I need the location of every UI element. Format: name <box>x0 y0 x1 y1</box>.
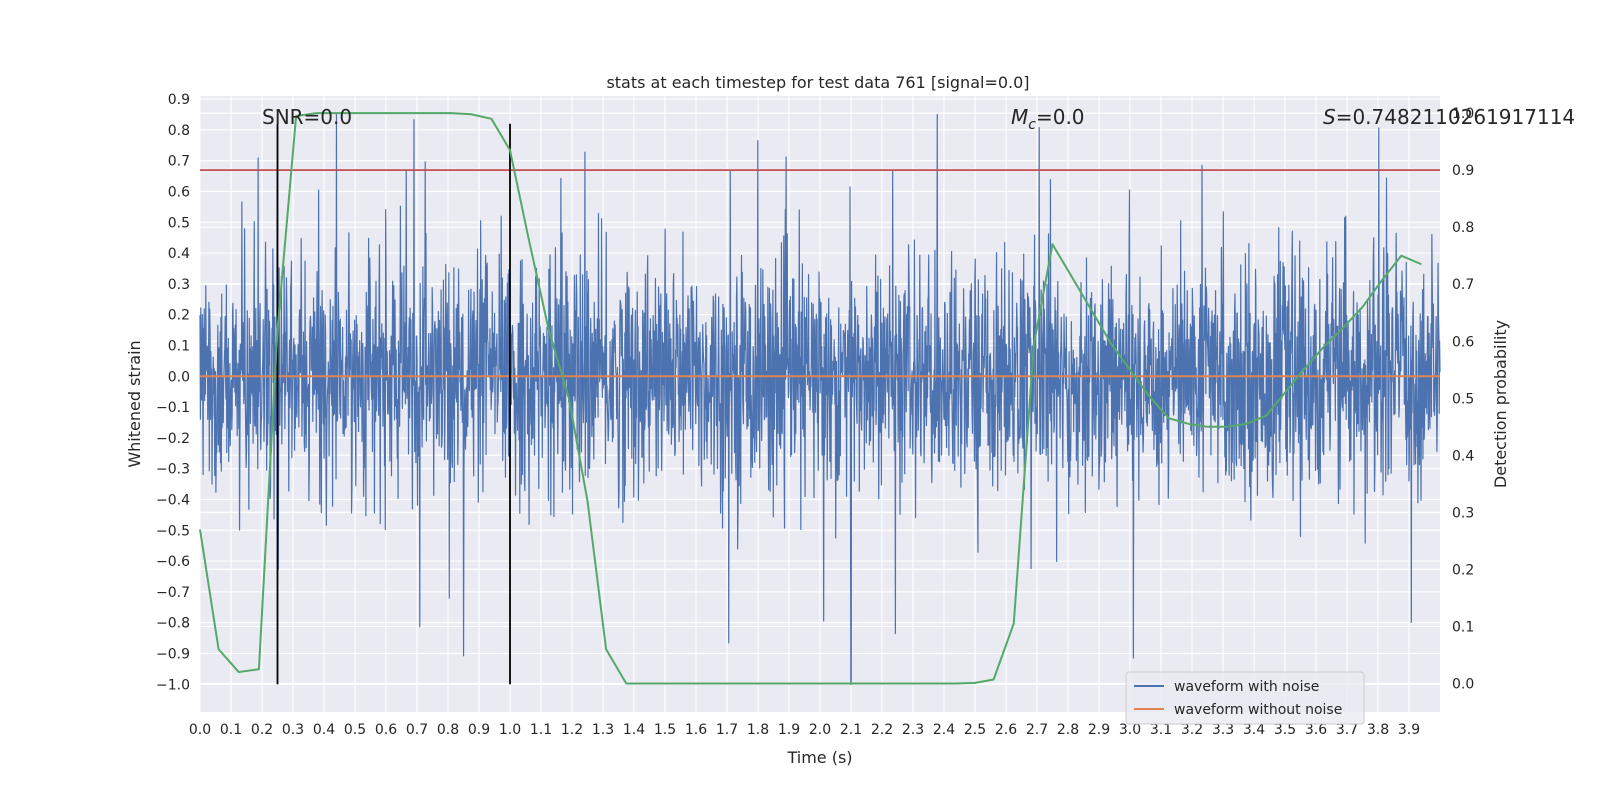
series-waveform-with-noise <box>199 113 1441 685</box>
y-tick-label-left: −0.6 <box>156 554 190 570</box>
annotation-s: S=0.7482110261917114 <box>1323 105 1575 129</box>
y-axis-label-right: Detection probability <box>1491 320 1510 488</box>
y-tick-label-left: 0.8 <box>168 123 190 139</box>
y-tick-label-right: 1.0 <box>1452 106 1474 122</box>
x-tick-label: 2.4 <box>933 722 955 738</box>
x-tick-label: 3.2 <box>1181 722 1203 738</box>
series-detection-probability <box>199 112 1422 685</box>
legend-label-noise: waveform with noise <box>1174 679 1319 695</box>
y-tick-label-left: −0.3 <box>156 462 190 478</box>
y-tick-label-left: 0.7 <box>168 154 190 170</box>
y-tick-label-right: 0.3 <box>1452 505 1474 521</box>
annotation-snr: SNR=0.0 <box>262 105 352 129</box>
x-tick-label: 2.2 <box>871 722 893 738</box>
x-tick-label: 3.6 <box>1305 722 1327 738</box>
x-tick-label: 0.0 <box>189 722 211 738</box>
chart-title: stats at each timestep for test data 761… <box>606 73 1029 92</box>
reference-lines <box>200 123 1440 685</box>
x-tick-label: 0.1 <box>220 722 242 738</box>
y-tick-label-left: −0.1 <box>156 400 190 416</box>
x-tick-label: 3.8 <box>1367 722 1389 738</box>
mc-value: =0.0 <box>1036 105 1085 129</box>
y-axis-label-left: Whitened strain <box>125 340 144 467</box>
x-tick-label: 3.1 <box>1150 722 1172 738</box>
x-tick-label: 2.7 <box>1026 722 1048 738</box>
s-value: =0.7482110261917114 <box>1336 105 1575 129</box>
x-tick-label: 3.5 <box>1274 722 1296 738</box>
y-tick-label-left: 0.1 <box>168 338 190 354</box>
x-tick-label: 1.3 <box>592 722 614 738</box>
y-tick-label-left: 0.9 <box>168 92 190 108</box>
y-tick-label-right: 0.1 <box>1452 619 1474 635</box>
y-tick-label-left: 0.3 <box>168 277 190 293</box>
x-tick-label: 0.2 <box>251 722 273 738</box>
y-tick-label-right: 0.7 <box>1452 277 1474 293</box>
y-tick-label-left: −0.9 <box>156 646 190 662</box>
x-tick-label: 2.8 <box>1057 722 1079 738</box>
y-tick-label-right: 0.8 <box>1452 220 1474 236</box>
x-tick-label: 3.3 <box>1212 722 1234 738</box>
mc-subscript: c <box>1028 117 1036 133</box>
x-axis-label: Time (s) <box>786 748 852 767</box>
x-tick-label: 0.4 <box>313 722 335 738</box>
y-tick-label-left: 0.6 <box>168 184 190 200</box>
y-tick-label-left: −0.7 <box>156 585 190 601</box>
legend-label-clean: waveform without noise <box>1174 702 1342 718</box>
s-symbol: S <box>1323 105 1336 129</box>
x-tick-label: 1.9 <box>778 722 800 738</box>
x-tick-label: 0.8 <box>437 722 459 738</box>
x-tick-label: 1.1 <box>530 722 552 738</box>
waveform-noise-path <box>199 113 1441 685</box>
x-tick-label: 2.6 <box>995 722 1017 738</box>
mc-symbol: M <box>1011 105 1028 129</box>
x-tick-label: 0.5 <box>344 722 366 738</box>
y-tick-label-right: 0.5 <box>1452 391 1474 407</box>
y-tick-label-left: −0.5 <box>156 523 190 539</box>
annotation-mc: Mc=0.0 <box>1011 105 1085 133</box>
x-tick-label: 1.4 <box>623 722 645 738</box>
x-tick-label: 1.8 <box>747 722 769 738</box>
x-tick-label: 1.2 <box>561 722 583 738</box>
x-tick-label: 2.1 <box>840 722 862 738</box>
y-tick-label-left: 0.4 <box>168 246 190 262</box>
x-tick-label: 1.7 <box>716 722 738 738</box>
detection-probability-path <box>199 112 1422 685</box>
x-tick-label: 0.6 <box>375 722 397 738</box>
x-tick-label: 3.0 <box>1119 722 1141 738</box>
tick-labels: 0.0 0.1 0.2 0.3 0.4 0.5 0.6 0.7 0.8 0.9 1.0 1.1 1.2 1… <box>156 92 1474 738</box>
x-tick-label: 0.7 <box>406 722 428 738</box>
y-tick-label-right: 0.4 <box>1452 448 1474 464</box>
x-tick-label: 1.6 <box>685 722 707 738</box>
x-tick-label: 3.9 <box>1398 722 1420 738</box>
y-tick-label-right: 0.0 <box>1452 676 1474 692</box>
x-tick-label: 2.9 <box>1088 722 1110 738</box>
y-tick-label-left: 0.2 <box>168 308 190 324</box>
x-tick-label: 0.9 <box>468 722 490 738</box>
y-tick-label-left: −0.8 <box>156 616 190 632</box>
y-tick-label-left: −0.2 <box>156 431 190 447</box>
x-tick-label: 2.3 <box>902 722 924 738</box>
x-tick-label: 0.3 <box>282 722 304 738</box>
y-tick-label-right: 0.2 <box>1452 562 1474 578</box>
y-tick-label-left: −1.0 <box>156 677 190 693</box>
x-tick-label: 3.4 <box>1243 722 1265 738</box>
y-tick-label-left: −0.4 <box>156 492 190 508</box>
x-tick-label: 2.0 <box>809 722 831 738</box>
y-tick-label-right: 0.6 <box>1452 334 1474 350</box>
x-tick-label: 1.0 <box>499 722 521 738</box>
x-tick-label: 3.7 <box>1336 722 1358 738</box>
x-tick-label: 1.5 <box>654 722 676 738</box>
y-tick-label-left: 0.5 <box>168 215 190 231</box>
legend-box <box>1125 671 1365 725</box>
y-tick-label-right: 0.9 <box>1452 163 1474 179</box>
y-tick-label-left: 0.0 <box>168 369 190 385</box>
x-tick-label: 2.5 <box>964 722 986 738</box>
legend: waveform with noise waveform without noi… <box>1125 671 1365 725</box>
